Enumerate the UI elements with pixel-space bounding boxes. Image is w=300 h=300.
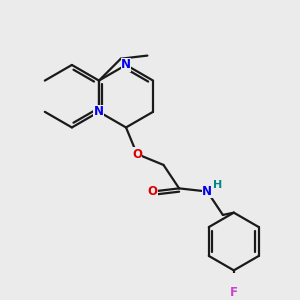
Text: N: N: [94, 105, 104, 118]
Text: O: O: [132, 148, 142, 160]
Text: O: O: [148, 185, 158, 198]
Text: H: H: [213, 181, 223, 190]
Text: N: N: [121, 58, 131, 71]
Text: F: F: [230, 286, 238, 299]
Text: N: N: [202, 185, 212, 198]
